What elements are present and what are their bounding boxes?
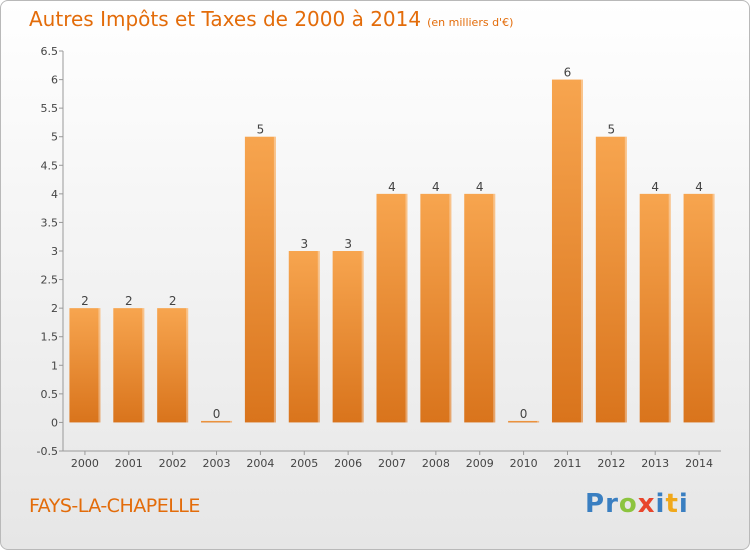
y-tick-label: 6 bbox=[51, 74, 58, 87]
bar bbox=[332, 251, 364, 423]
town-name: FAYS-LA-CHAPELLE bbox=[29, 495, 200, 517]
data-label: 4 bbox=[476, 180, 484, 194]
y-tick-label: 5.5 bbox=[41, 102, 59, 115]
title-text: Autres Impôts et Taxes de 2000 à 2014 bbox=[29, 7, 422, 31]
data-label: 5 bbox=[608, 123, 616, 137]
bar bbox=[113, 308, 145, 423]
bar-highlight bbox=[493, 193, 496, 423]
y-tick-label: 3.5 bbox=[41, 216, 59, 229]
bar-highlight bbox=[537, 420, 540, 423]
data-label: 2 bbox=[169, 294, 177, 308]
bar bbox=[157, 308, 189, 423]
data-label: 6 bbox=[564, 66, 572, 80]
y-tick-label: 2 bbox=[51, 302, 58, 315]
bar-highlight bbox=[405, 193, 408, 423]
x-tick-label: 2013 bbox=[641, 457, 669, 470]
logo-letter: t bbox=[665, 489, 679, 519]
data-label: 5 bbox=[257, 123, 265, 137]
bar-highlight bbox=[361, 251, 364, 423]
bar bbox=[551, 79, 583, 423]
y-tick-label: 0.5 bbox=[41, 388, 59, 401]
bar-highlight bbox=[712, 193, 715, 423]
y-tick-label: 3 bbox=[51, 245, 58, 258]
bar bbox=[244, 136, 276, 423]
bar-highlight bbox=[317, 251, 320, 423]
x-tick-label: 2014 bbox=[685, 457, 713, 470]
x-tick-label: 2011 bbox=[553, 457, 581, 470]
data-label: 4 bbox=[695, 180, 703, 194]
x-tick-label: 2007 bbox=[378, 457, 406, 470]
bar bbox=[201, 420, 233, 423]
y-tick-label: 4 bbox=[51, 188, 58, 201]
y-tick-label: 4.5 bbox=[41, 159, 59, 172]
y-tick-label: 5 bbox=[51, 131, 58, 144]
x-tick-label: 2005 bbox=[290, 457, 318, 470]
bar-highlight bbox=[273, 136, 276, 423]
bar bbox=[69, 308, 101, 423]
x-tick-label: 2008 bbox=[422, 457, 450, 470]
bar bbox=[420, 193, 452, 423]
x-tick-label: 2010 bbox=[510, 457, 538, 470]
y-tick-label: 1 bbox=[51, 359, 58, 372]
data-label: 2 bbox=[81, 294, 89, 308]
chart-title: Autres Impôts et Taxes de 2000 à 2014 (en… bbox=[29, 7, 513, 31]
logo-letter: r bbox=[605, 489, 619, 519]
bar bbox=[376, 193, 408, 423]
x-tick-label: 2006 bbox=[334, 457, 362, 470]
bar-highlight bbox=[142, 308, 145, 423]
bar-highlight bbox=[668, 193, 671, 423]
bar-highlight bbox=[580, 79, 583, 423]
x-tick-label: 2001 bbox=[115, 457, 143, 470]
x-tick-label: 2000 bbox=[71, 457, 99, 470]
logo-letter: x bbox=[637, 489, 656, 519]
bar-highlight bbox=[449, 193, 452, 423]
bar-highlight bbox=[624, 136, 627, 423]
x-tick-label: 2009 bbox=[466, 457, 494, 470]
bar bbox=[508, 420, 540, 423]
data-label: 2 bbox=[125, 294, 133, 308]
y-tick-label: -0.5 bbox=[37, 445, 58, 458]
data-label: 3 bbox=[344, 237, 352, 251]
bar bbox=[683, 193, 715, 423]
logo-letter: i bbox=[678, 489, 689, 519]
proxiti-logo: Proxiti bbox=[585, 489, 689, 519]
y-tick-label: 0 bbox=[51, 416, 58, 429]
bar bbox=[288, 251, 320, 423]
data-label: 3 bbox=[300, 237, 308, 251]
unit-note: (en milliers d'€) bbox=[427, 16, 514, 29]
x-tick-label: 2012 bbox=[597, 457, 625, 470]
bar-highlight bbox=[98, 308, 101, 423]
data-label: 4 bbox=[651, 180, 659, 194]
logo-letter: o bbox=[618, 489, 638, 519]
data-label: 0 bbox=[213, 407, 221, 421]
data-label: 4 bbox=[388, 180, 396, 194]
bar bbox=[464, 193, 496, 423]
data-label: 4 bbox=[432, 180, 440, 194]
y-tick-label: 2.5 bbox=[41, 274, 59, 287]
bar-highlight bbox=[186, 308, 189, 423]
x-tick-label: 2002 bbox=[159, 457, 187, 470]
bar bbox=[639, 193, 671, 423]
x-tick-label: 2003 bbox=[203, 457, 231, 470]
y-tick-label: 6.5 bbox=[41, 45, 59, 58]
x-tick-label: 2004 bbox=[246, 457, 274, 470]
bar bbox=[595, 136, 627, 423]
logo-letter: i bbox=[655, 489, 666, 519]
y-tick-label: 1.5 bbox=[41, 331, 59, 344]
data-label: 0 bbox=[520, 407, 528, 421]
logo-letter: P bbox=[585, 489, 606, 519]
bar-highlight bbox=[230, 420, 233, 423]
